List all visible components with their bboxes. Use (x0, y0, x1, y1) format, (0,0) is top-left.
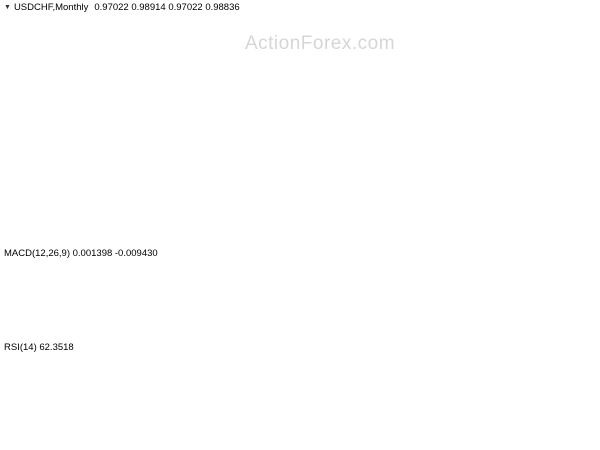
chart-plot-area[interactable] (0, 0, 600, 450)
trading-chart-window[interactable]: ▼ USDCHF,Monthly 0.97022 0.98914 0.97022 0… (0, 0, 600, 450)
